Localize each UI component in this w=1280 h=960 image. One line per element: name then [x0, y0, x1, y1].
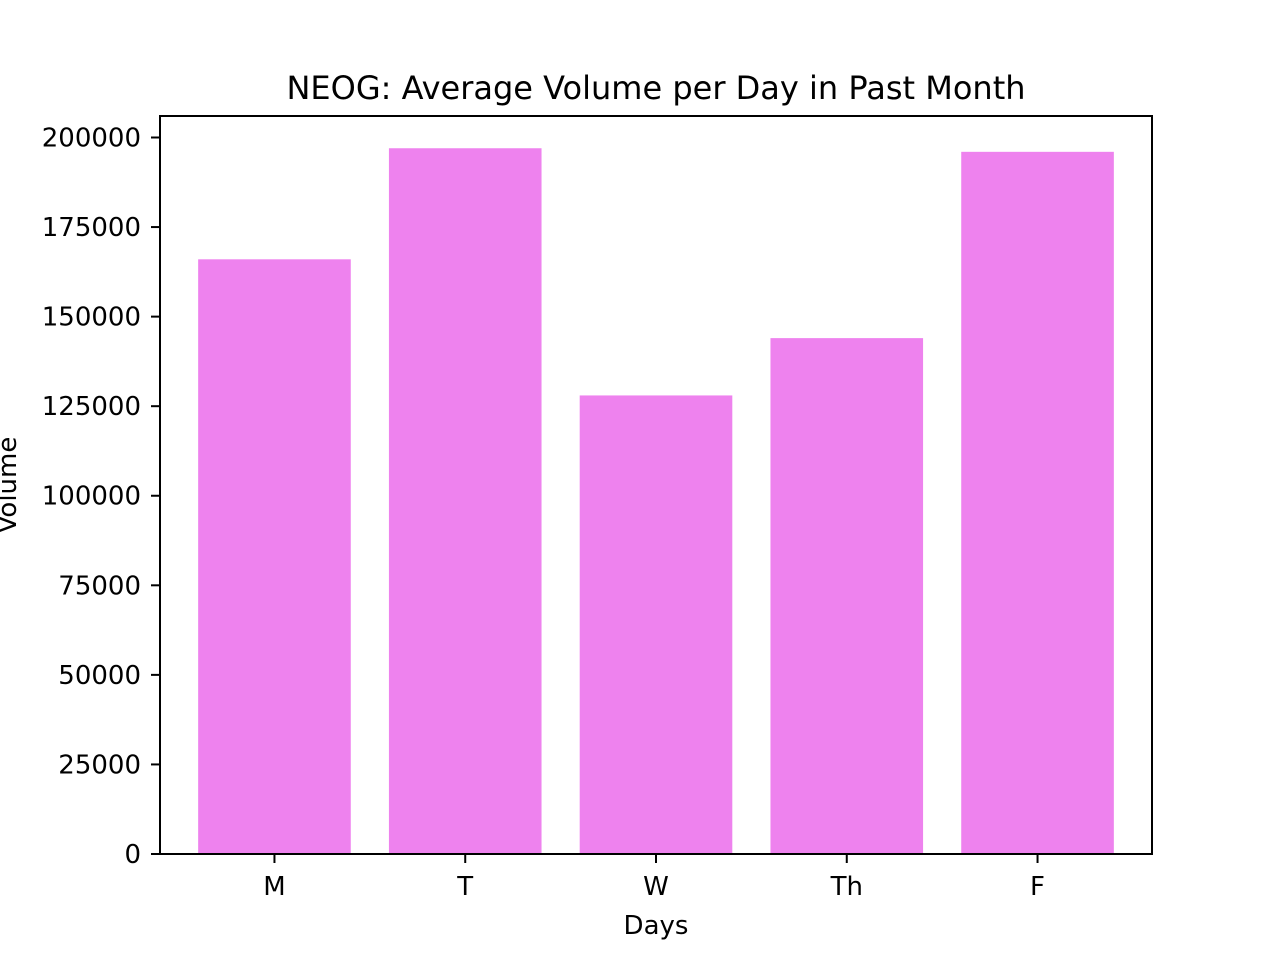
x-tick-label: W	[643, 872, 669, 902]
y-tick-label: 100000	[42, 482, 141, 512]
y-axis-ticks: 0 25000 50000 75000 100000 125000 150000 175000…	[42, 123, 160, 870]
bar-f	[961, 151, 1114, 854]
bar-m	[198, 259, 351, 854]
y-tick-label: 0	[124, 840, 141, 870]
bar-t	[388, 148, 542, 854]
y-tick-label: 125000	[42, 392, 141, 422]
y-tick-label: 200000	[42, 123, 141, 153]
y-tick-label: 150000	[42, 303, 141, 333]
x-tick-label: M	[263, 872, 285, 902]
y-tick-label: 175000	[42, 213, 141, 243]
x-axis-label: Days	[624, 911, 689, 941]
x-tick-label: Th	[830, 872, 863, 902]
bars-group	[198, 148, 1114, 854]
x-axis-ticks: M T W Th F	[263, 854, 1045, 902]
y-axis-label: Volume	[0, 437, 23, 534]
bar-th	[770, 338, 924, 854]
y-tick-label: 25000	[58, 750, 141, 780]
x-tick-label: T	[456, 872, 473, 902]
chart-title: NEOG: Average Volume per Day in Past Mon…	[286, 69, 1025, 107]
x-tick-label: F	[1030, 872, 1045, 902]
bar-w	[579, 395, 733, 854]
y-tick-label: 50000	[58, 661, 141, 691]
y-tick-label: 75000	[58, 571, 141, 601]
